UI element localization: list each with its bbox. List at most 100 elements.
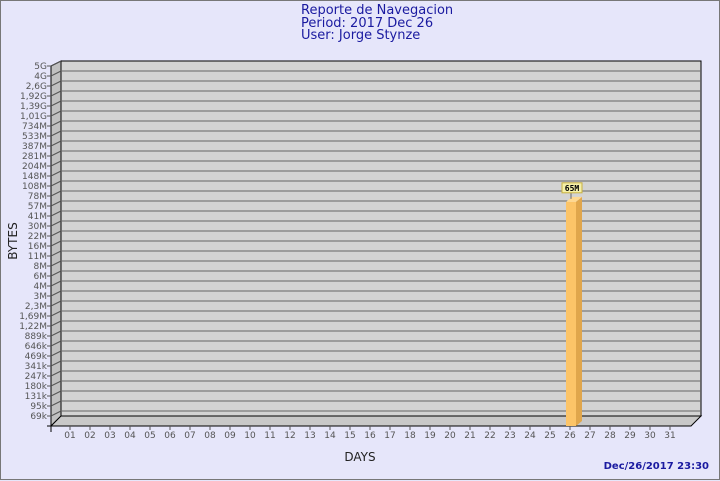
side-gridline — [50, 140, 62, 147]
y-tick-label: 1,92G — [20, 92, 47, 102]
side-gridline — [50, 150, 62, 157]
side-gridline — [50, 170, 62, 177]
y-tick-label: 734M — [22, 122, 47, 132]
x-tick-label: 13 — [304, 431, 315, 441]
side-gridline — [50, 260, 62, 267]
y-tick-label: 22M — [28, 232, 47, 242]
y-tick-label: 1,39G — [20, 102, 47, 112]
x-tick-label: 20 — [444, 431, 456, 441]
x-tick-label: 09 — [224, 431, 236, 441]
y-tick-label: 387M — [22, 142, 47, 152]
side-gridline — [50, 270, 62, 277]
x-tick-label: 26 — [564, 431, 576, 441]
y-tick-label: 533M — [22, 132, 47, 142]
x-tick-label: 04 — [124, 431, 136, 441]
x-tick-label: 17 — [384, 431, 395, 441]
side-gridline — [50, 160, 62, 167]
data-label-box — [561, 182, 583, 194]
side-gridline — [50, 100, 62, 107]
side-gridline — [50, 300, 62, 307]
chart-period: Period: 2017 Dec 26 — [301, 16, 434, 31]
side-gridline — [50, 130, 62, 137]
y-tick-label: 78M — [28, 192, 47, 202]
side-gridline — [50, 330, 62, 337]
side-gridline — [50, 120, 62, 127]
y-tick-label: 69k — [30, 412, 47, 422]
x-tick-label: 06 — [164, 431, 176, 441]
bar-top-day-26 — [566, 196, 582, 202]
side-gridline — [50, 350, 62, 357]
y-tick-label: 2,3M — [25, 302, 47, 312]
y-tick-label: 341k — [25, 362, 48, 372]
x-tick-label: 10 — [244, 431, 256, 441]
y-tick-label: 6M — [34, 272, 48, 282]
x-tick-label: 05 — [144, 431, 155, 441]
timestamp: Dec/26/2017 23:30 — [603, 461, 709, 472]
side-gridline — [50, 280, 62, 287]
x-axis-label: DAYS — [344, 450, 375, 464]
side-gridline — [50, 80, 62, 87]
y-tick-label: 4M — [34, 282, 48, 292]
y-tick-label: 247k — [25, 372, 48, 382]
side-gridline — [50, 230, 62, 237]
y-tick-label: 95k — [30, 402, 47, 412]
side-gridline — [50, 210, 62, 217]
plot-floor — [49, 415, 703, 427]
y-tick-label: 281M — [22, 152, 47, 162]
side-gridline — [50, 290, 62, 297]
side-gridline — [50, 60, 62, 67]
y-tick-label: 3M — [34, 292, 48, 302]
side-gridline — [50, 240, 62, 247]
y-tick-label: 108M — [22, 182, 47, 192]
side-gridline — [50, 340, 62, 347]
y-tick-label: 1,01G — [20, 112, 47, 122]
x-tick-label: 29 — [624, 431, 636, 441]
x-tick-label: 28 — [604, 431, 616, 441]
y-tick-label: 889k — [25, 332, 48, 342]
x-tick-label: 27 — [584, 431, 595, 441]
plot-back-wall — [60, 60, 702, 417]
chart-title: Reporte de Navegacion — [301, 3, 454, 18]
x-tick-label: 11 — [264, 431, 275, 441]
side-gridline — [50, 310, 62, 317]
x-tick-label: 24 — [524, 431, 536, 441]
y-tick-label: 30M — [28, 222, 47, 232]
y-tick-label: 16M — [28, 242, 47, 252]
y-tick-label: 41M — [28, 212, 47, 222]
x-tick-label: 02 — [84, 431, 95, 441]
side-gridline — [50, 410, 62, 417]
side-gridline — [50, 390, 62, 397]
x-tick-label: 14 — [324, 431, 336, 441]
side-gridline — [50, 90, 62, 97]
x-tick-label: 23 — [504, 431, 515, 441]
side-gridline — [50, 70, 62, 77]
side-gridline — [50, 380, 62, 387]
data-label: 65M — [565, 184, 580, 193]
side-gridline — [50, 110, 62, 117]
y-tick-label: 469k — [25, 352, 48, 362]
y-tick-label: 1,22M — [19, 322, 47, 332]
y-tick-label: 148M — [22, 172, 47, 182]
y-tick-label: 8M — [34, 262, 48, 272]
x-tick-label: 19 — [424, 431, 436, 441]
x-tick-label: 21 — [464, 431, 475, 441]
side-gridline — [50, 320, 62, 327]
x-tick-label: 01 — [64, 431, 75, 441]
x-tick-label: 16 — [364, 431, 376, 441]
side-gridline — [50, 220, 62, 227]
y-tick-label: 57M — [28, 202, 47, 212]
bar-side-day-26 — [576, 196, 582, 426]
y-tick-label: 204M — [22, 162, 47, 172]
y-tick-label: 646k — [25, 342, 48, 352]
chart-user: User: Jorge Stynze — [301, 28, 421, 43]
y-tick-label: 1,69M — [19, 312, 47, 322]
side-gridline — [50, 370, 62, 377]
side-gridline — [50, 400, 62, 407]
bar-day-26 — [566, 201, 576, 426]
x-tick-label: 31 — [664, 431, 675, 441]
x-tick-label: 25 — [544, 431, 555, 441]
side-gridline — [50, 200, 62, 207]
y-tick-label: 131k — [25, 392, 48, 402]
